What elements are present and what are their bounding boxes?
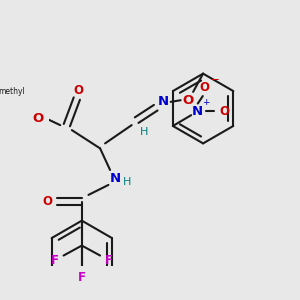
Text: O: O [32, 112, 44, 125]
Text: F: F [78, 271, 86, 284]
Text: O: O [74, 84, 83, 97]
Text: methyl: methyl [0, 87, 25, 96]
Text: N: N [110, 172, 121, 185]
Text: O: O [42, 195, 52, 208]
Text: F: F [104, 254, 112, 267]
Text: O: O [200, 81, 209, 94]
Text: H: H [122, 177, 131, 187]
Text: F: F [51, 254, 59, 267]
Text: −: − [209, 73, 219, 86]
Text: N: N [158, 95, 169, 108]
Text: O: O [182, 94, 194, 107]
Text: N: N [192, 104, 203, 118]
Text: +: + [202, 98, 210, 107]
Text: H: H [140, 127, 148, 137]
Text: O: O [219, 104, 230, 118]
